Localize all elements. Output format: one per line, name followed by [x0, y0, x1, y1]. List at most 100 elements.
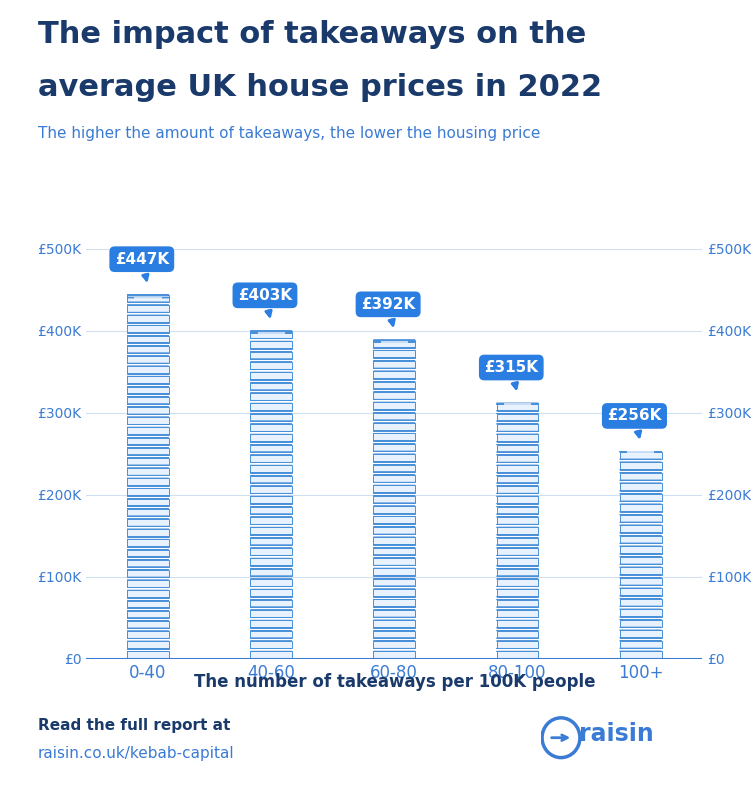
Polygon shape	[165, 417, 169, 424]
Polygon shape	[127, 376, 131, 383]
Polygon shape	[250, 652, 254, 659]
Polygon shape	[620, 473, 623, 481]
Polygon shape	[496, 486, 500, 493]
Polygon shape	[127, 397, 131, 404]
Bar	[127, 631, 169, 638]
Polygon shape	[165, 478, 169, 485]
Polygon shape	[373, 475, 377, 482]
Bar	[620, 514, 662, 522]
Polygon shape	[288, 579, 292, 586]
Polygon shape	[373, 548, 377, 555]
Polygon shape	[127, 600, 131, 608]
Bar	[373, 402, 415, 409]
Polygon shape	[127, 407, 131, 414]
Polygon shape	[250, 569, 254, 576]
Bar	[620, 641, 662, 649]
Polygon shape	[288, 641, 292, 649]
Polygon shape	[288, 620, 292, 628]
Polygon shape	[127, 295, 131, 302]
Polygon shape	[373, 444, 377, 451]
Polygon shape	[535, 466, 538, 473]
Polygon shape	[288, 455, 292, 462]
Polygon shape	[620, 578, 623, 585]
Polygon shape	[288, 413, 292, 421]
Bar	[496, 610, 538, 618]
Polygon shape	[620, 504, 623, 512]
Bar	[496, 600, 538, 607]
Polygon shape	[535, 413, 538, 421]
Polygon shape	[165, 407, 169, 414]
Polygon shape	[535, 517, 538, 525]
Bar	[373, 454, 415, 462]
Polygon shape	[412, 517, 415, 524]
Polygon shape	[412, 568, 415, 576]
Text: The impact of takeaways on the: The impact of takeaways on the	[38, 20, 586, 49]
Bar	[620, 494, 662, 501]
Polygon shape	[288, 496, 292, 504]
Polygon shape	[412, 465, 415, 472]
Polygon shape	[412, 402, 415, 409]
Polygon shape	[412, 630, 415, 638]
Bar	[127, 478, 169, 485]
Polygon shape	[165, 295, 169, 302]
Polygon shape	[127, 438, 131, 445]
Polygon shape	[658, 641, 662, 649]
Polygon shape	[373, 340, 377, 347]
Polygon shape	[288, 476, 292, 483]
Polygon shape	[250, 589, 254, 596]
Bar	[373, 444, 415, 451]
Bar	[127, 641, 169, 649]
Polygon shape	[620, 609, 623, 617]
Polygon shape	[373, 413, 377, 421]
Bar	[250, 610, 292, 618]
Polygon shape	[288, 352, 292, 359]
Bar	[373, 350, 415, 358]
Polygon shape	[658, 599, 662, 606]
Bar	[496, 413, 538, 421]
Polygon shape	[535, 527, 538, 535]
Polygon shape	[658, 609, 662, 617]
Polygon shape	[165, 570, 169, 578]
Bar	[620, 504, 662, 512]
Text: The higher the amount of takeaways, the lower the housing price: The higher the amount of takeaways, the …	[38, 126, 540, 141]
Polygon shape	[535, 559, 538, 566]
Bar	[373, 578, 415, 586]
Bar	[496, 486, 538, 493]
Polygon shape	[412, 548, 415, 555]
Polygon shape	[127, 335, 131, 343]
Polygon shape	[658, 451, 662, 459]
Bar	[496, 548, 538, 555]
Polygon shape	[658, 473, 662, 481]
Bar	[250, 466, 292, 473]
Polygon shape	[288, 507, 292, 514]
Polygon shape	[535, 403, 538, 411]
Text: The number of takeaways per 100K people: The number of takeaways per 100K people	[194, 674, 595, 691]
Polygon shape	[127, 519, 131, 526]
Polygon shape	[250, 620, 254, 628]
Polygon shape	[535, 537, 538, 545]
Polygon shape	[127, 387, 131, 394]
Bar	[620, 599, 662, 606]
Polygon shape	[620, 641, 623, 649]
Polygon shape	[412, 652, 415, 659]
Polygon shape	[412, 600, 415, 607]
Bar	[250, 445, 292, 452]
Polygon shape	[620, 536, 623, 544]
Bar	[620, 651, 662, 659]
Bar	[373, 371, 415, 379]
Polygon shape	[496, 620, 500, 628]
Bar	[250, 435, 292, 442]
Polygon shape	[250, 600, 254, 608]
Polygon shape	[127, 305, 131, 312]
Polygon shape	[412, 371, 415, 379]
Polygon shape	[165, 600, 169, 608]
Bar	[127, 447, 169, 455]
Polygon shape	[373, 568, 377, 576]
Bar	[250, 548, 292, 555]
Bar	[496, 620, 538, 628]
Bar	[250, 331, 292, 338]
Polygon shape	[535, 507, 538, 514]
Polygon shape	[535, 434, 538, 442]
Polygon shape	[288, 362, 292, 369]
Bar	[250, 342, 292, 349]
